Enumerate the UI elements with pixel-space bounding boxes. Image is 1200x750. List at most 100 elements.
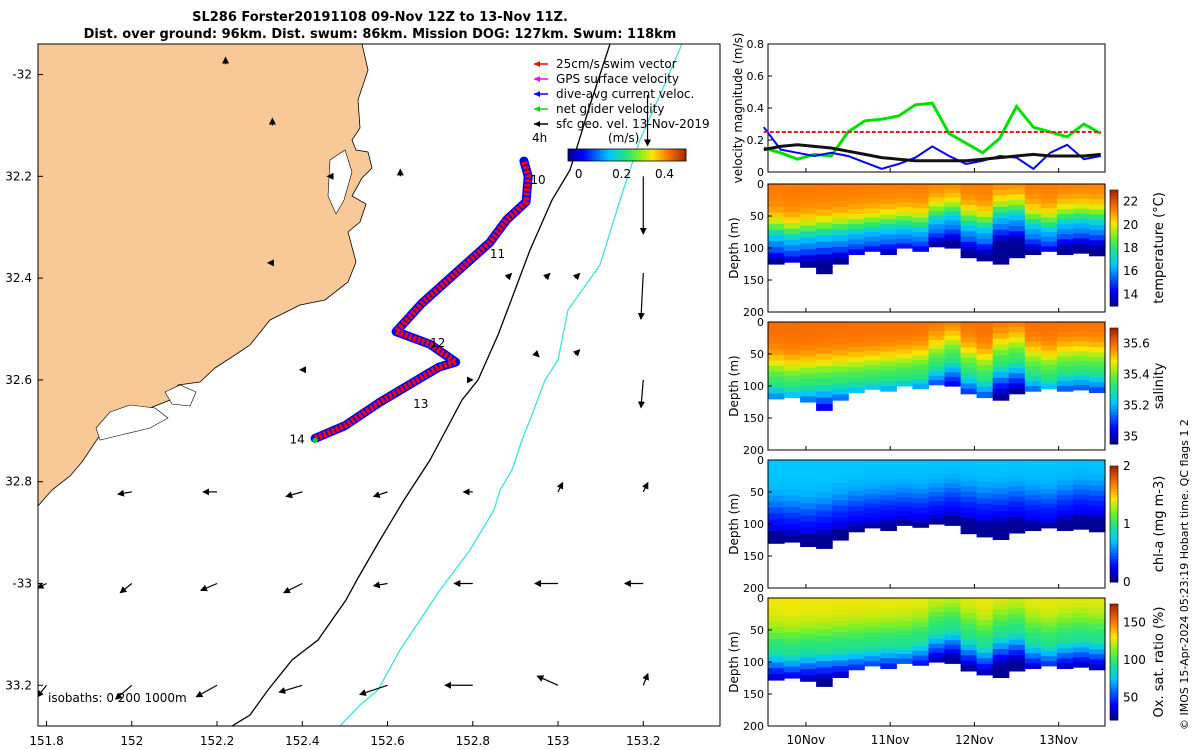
depth-cell bbox=[976, 255, 994, 262]
colorbar-cell bbox=[1110, 242, 1118, 246]
depth-cell bbox=[992, 615, 1010, 622]
depth-cell bbox=[1056, 356, 1074, 363]
depth-cell bbox=[816, 654, 833, 662]
depth-cell bbox=[864, 484, 881, 490]
depth-cell bbox=[1024, 648, 1042, 654]
colorbar-cell bbox=[660, 149, 663, 161]
depth-cell bbox=[960, 337, 978, 344]
depth-cell bbox=[960, 383, 978, 390]
colorbar-cell bbox=[1110, 207, 1118, 211]
depth-cell bbox=[912, 469, 929, 475]
colorbar-cell bbox=[582, 149, 585, 161]
depth-cell bbox=[1008, 252, 1026, 259]
depth-cell bbox=[800, 633, 817, 641]
depth-cell bbox=[1056, 336, 1074, 343]
depth-cell bbox=[1040, 484, 1058, 490]
depth-cell bbox=[1072, 474, 1090, 481]
depth-cell bbox=[1089, 613, 1106, 620]
depth-cell bbox=[848, 199, 865, 205]
depth-cell bbox=[992, 252, 1010, 259]
depth-cell bbox=[928, 460, 946, 466]
isobath-1000m-line bbox=[339, 44, 683, 726]
colorbar-label: (m/s) bbox=[608, 131, 639, 145]
depth-cell bbox=[992, 184, 1010, 191]
colorbar-cell bbox=[1110, 647, 1118, 651]
depth-cell bbox=[896, 607, 913, 613]
depth-cell bbox=[944, 381, 962, 387]
depth-cell bbox=[1040, 607, 1058, 614]
depth-cell bbox=[816, 404, 833, 411]
depth-cell bbox=[768, 189, 785, 196]
day-label: 14 bbox=[289, 433, 304, 447]
depth-cell bbox=[1089, 526, 1106, 533]
depth-cell bbox=[1024, 224, 1042, 230]
depth-cell bbox=[832, 460, 849, 467]
depth-cell bbox=[976, 663, 994, 670]
colorbar-tick-label: 150 bbox=[1123, 616, 1146, 630]
depth-y-tick-label: 50 bbox=[750, 486, 764, 499]
depth-cell bbox=[864, 326, 881, 333]
depth-cell bbox=[880, 199, 897, 205]
colorbar-cell bbox=[1110, 435, 1118, 439]
depth-cell bbox=[992, 206, 1010, 214]
depth-cell bbox=[944, 225, 962, 231]
colorbar-cell bbox=[652, 149, 655, 161]
depth-cell bbox=[1056, 244, 1074, 250]
depth-cell bbox=[976, 381, 994, 388]
depth-cell bbox=[1089, 357, 1106, 363]
depth-cell bbox=[1072, 331, 1090, 338]
depth-cell bbox=[880, 643, 897, 649]
depth-cell bbox=[896, 197, 913, 203]
depth-cell bbox=[768, 603, 785, 611]
depth-cell bbox=[1056, 618, 1074, 624]
depth-cell bbox=[880, 465, 897, 471]
depth-cell bbox=[784, 483, 801, 490]
depth-cell bbox=[928, 215, 946, 221]
lake-shape bbox=[327, 149, 353, 215]
depth-cell bbox=[960, 252, 978, 259]
colorbar-cell bbox=[1110, 691, 1118, 695]
legend-label: GPS surface velocity bbox=[556, 72, 679, 86]
depth-cell bbox=[912, 484, 929, 490]
depth-cell bbox=[912, 345, 929, 352]
depth-cell bbox=[832, 637, 849, 644]
depth-cell bbox=[896, 193, 913, 199]
depth-cell bbox=[848, 372, 865, 378]
depth-cell bbox=[1072, 218, 1090, 225]
depth-cell bbox=[832, 252, 849, 259]
depth-cell bbox=[816, 610, 833, 618]
depth-cell bbox=[768, 644, 785, 652]
depth-cell bbox=[1024, 189, 1042, 195]
depth-y-axis-label: Depth (m) bbox=[727, 631, 741, 692]
depth-cell bbox=[1072, 642, 1090, 648]
depth-cell bbox=[800, 237, 817, 244]
colorbar-cell bbox=[1110, 274, 1118, 278]
depth-cell bbox=[912, 660, 929, 666]
depth-cell bbox=[976, 630, 994, 637]
depth-cell bbox=[800, 621, 817, 629]
depth-cell bbox=[784, 195, 801, 202]
depth-cell bbox=[848, 603, 865, 609]
depth-cell bbox=[976, 598, 994, 605]
depth-cell bbox=[992, 246, 1010, 254]
depth-cell bbox=[912, 246, 929, 252]
depth-cell bbox=[912, 460, 929, 466]
depth-cell bbox=[1040, 355, 1058, 361]
depth-cell bbox=[896, 654, 913, 660]
surface-velocity-vector bbox=[372, 581, 388, 589]
depth-cell bbox=[912, 379, 929, 385]
depth-cell bbox=[992, 229, 1010, 236]
depth-cell bbox=[800, 339, 817, 346]
depth-cell bbox=[912, 512, 929, 519]
depth-cell bbox=[960, 226, 978, 232]
depth-cell bbox=[1008, 189, 1026, 196]
depth-cell bbox=[816, 491, 833, 499]
depth-cell bbox=[800, 615, 817, 623]
depth-cell bbox=[768, 471, 785, 479]
depth-cell bbox=[944, 464, 962, 470]
depth-cell bbox=[832, 494, 849, 501]
depth-cell bbox=[800, 675, 817, 682]
depth-cell bbox=[1040, 212, 1058, 219]
colorbar-cell bbox=[1110, 192, 1118, 197]
depth-cell bbox=[992, 603, 1010, 610]
